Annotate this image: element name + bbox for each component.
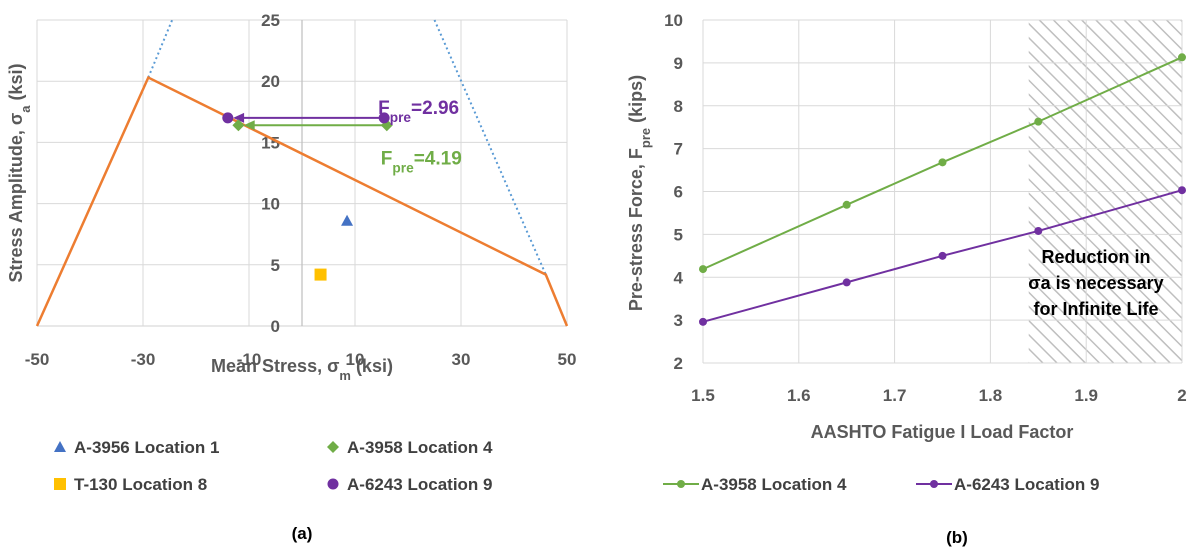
point-1-0 [232, 119, 245, 132]
yield-line-1 [433, 19, 547, 275]
panel-label-b: (b) [946, 528, 968, 547]
legend-marker-1 [327, 441, 339, 453]
series-point-0-2 [938, 158, 947, 167]
x-tick-label-4: 30 [452, 350, 471, 369]
y-tick-label-0: 0 [271, 317, 280, 336]
legend-label-1: A-6243 Location 9 [954, 475, 1100, 494]
legend-label-2: T-130 Location 8 [74, 475, 207, 494]
chart-b: 1.5 1.6 1.7 1.8 1.9 2 2 3 4 5 6 7 8 9 10 Reduction in σa… [626, 11, 1187, 547]
y-tick-label-3: 15 [261, 133, 280, 152]
y-axis-title: Pre-stress Force, Fpre (kips) [626, 75, 653, 311]
arrow-label-0: Fpre=2.96 [378, 98, 459, 125]
y-tick-label-5: 7 [674, 140, 683, 159]
x-axis-title: Mean Stress, σm (ksi) [211, 356, 393, 383]
legend-marker-0 [677, 480, 685, 488]
y-tick-label-6: 8 [674, 97, 683, 116]
x-tick-label-2: 1.7 [883, 386, 907, 405]
annotation-line-2: for Infinite Life [1034, 299, 1159, 319]
y-tick-label-3: 5 [674, 225, 683, 244]
x-tick-label-3: 1.8 [979, 386, 1003, 405]
y-tick-label-2: 10 [261, 195, 280, 214]
x-tick-label-0: 1.5 [691, 386, 715, 405]
legend-label-0: A-3958 Location 4 [701, 475, 847, 494]
arrow-head-1 [243, 120, 255, 131]
arrow-head-0 [233, 112, 245, 123]
y-tick-label-4: 6 [674, 183, 683, 202]
x-tick-label-1: -30 [131, 350, 156, 369]
point-3-1 [378, 112, 390, 124]
legend-marker-3 [327, 478, 339, 490]
series-point-1-4 [1178, 186, 1186, 195]
x-axis-title: AASHTO Fatigue I Load Factor [811, 422, 1074, 442]
series-point-1-0 [699, 317, 707, 326]
x-tick-label-0: -50 [25, 350, 50, 369]
series-point-1-2 [938, 251, 947, 260]
point-2-0 [314, 268, 327, 281]
point-3-0 [222, 112, 234, 124]
legend-label-0: A-3956 Location 1 [74, 438, 220, 457]
legend-label-3: A-6243 Location 9 [347, 475, 493, 494]
y-tick-label-8: 10 [664, 11, 683, 30]
series-point-0-0 [699, 265, 707, 274]
x-tick-label-1: 1.6 [787, 386, 811, 405]
yield-line-0 [147, 19, 174, 78]
y-tick-label-7: 9 [674, 54, 683, 73]
arrow-label-1: Fpre=4.19 [381, 148, 462, 175]
series-point-1-1 [842, 278, 851, 287]
annotation-line-0: Reduction in [1042, 247, 1151, 267]
legend-marker-1 [930, 480, 938, 488]
x-tick-label-4: 1.9 [1074, 386, 1098, 405]
x-tick-label-5: 50 [558, 350, 577, 369]
y-tick-label-2: 4 [674, 268, 684, 287]
y-axis-title: Stress Amplitude, σa (ksi) [6, 64, 33, 283]
annotation-line-1: σa is necessary [1028, 273, 1163, 293]
legend-marker-2 [54, 478, 66, 490]
panel-label-a: (a) [292, 524, 313, 543]
y-tick-label-1: 5 [271, 256, 280, 275]
chart-a: -50 -30 -10 10 30 50 0 5 10 15 20 25 Fpre=2.96 Fpre=4… [6, 11, 576, 543]
y-tick-label-4: 20 [261, 72, 280, 91]
x-tick-label-5: 2 [1177, 386, 1186, 405]
series-point-0-1 [842, 200, 851, 209]
y-tick-label-5: 25 [261, 11, 280, 30]
point-0-0 [341, 214, 354, 226]
x-tick-label-3: 10 [346, 350, 365, 369]
legend-label-1: A-3958 Location 4 [347, 438, 493, 457]
y-tick-label-0: 2 [674, 354, 683, 373]
y-tick-label-1: 3 [674, 311, 683, 330]
legend-marker-0 [54, 441, 66, 452]
x-tick-label-2: -10 [237, 350, 262, 369]
series-point-0-3 [1034, 117, 1043, 126]
series-point-1-3 [1034, 226, 1043, 235]
goodman-envelope-line [35, 75, 569, 327]
series-point-0-4 [1178, 53, 1186, 62]
